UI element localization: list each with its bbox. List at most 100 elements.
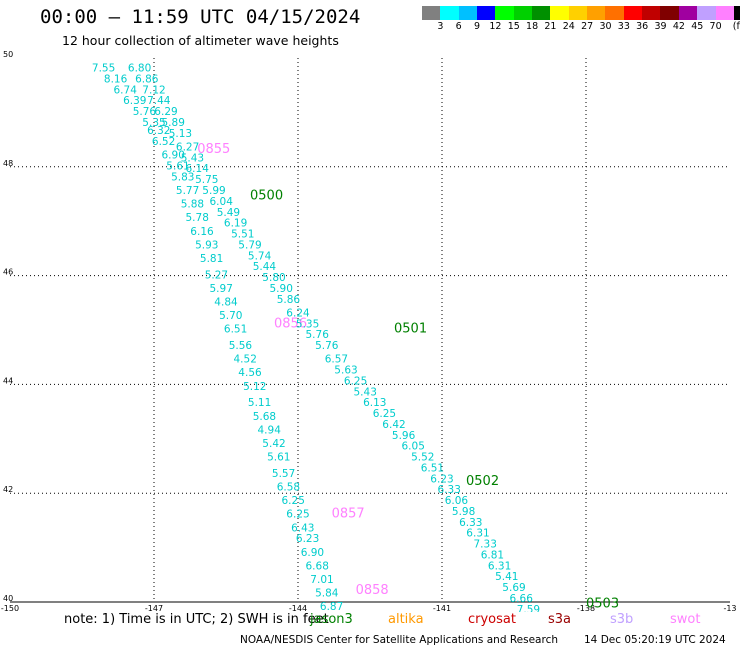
wave-height-point: 6.81 <box>481 549 504 561</box>
chart-title: 00:00 – 11:59 UTC 04/15/2024 <box>40 6 361 28</box>
satellite-s3b: s3b <box>610 612 634 627</box>
wave-height-point: 5.11 <box>248 397 271 409</box>
wave-height-point: 6.42 <box>382 419 405 431</box>
wave-height-point: 6.58 <box>277 481 300 493</box>
track-time-label: 0857 <box>332 507 365 522</box>
wave-height-point: 4.56 <box>238 367 262 379</box>
legend-swatch <box>678 6 698 20</box>
wave-height-point: 6.90 <box>301 547 324 559</box>
wave-height-point: 5.76 <box>306 329 330 341</box>
legend-label: 30 <box>599 21 612 32</box>
wave-height-point: 6.24 <box>286 307 310 319</box>
wave-height-point: 5.51 <box>231 229 254 241</box>
wave-height-point: 5.13 <box>169 128 192 140</box>
wave-height-point: 6.33 <box>459 517 482 529</box>
wave-height-point: 5.98 <box>452 506 475 518</box>
wave-height-point: 5.61 <box>267 452 290 464</box>
wave-height-point: 5.57 <box>272 468 295 480</box>
legend-swatch <box>715 6 734 20</box>
legend-swatch <box>642 6 661 20</box>
wave-height-point: 5.77 <box>176 185 199 197</box>
legend-label: 3 <box>437 21 444 32</box>
wave-height-point: 5.52 <box>411 452 434 464</box>
x-tick-label: -13 <box>723 604 736 612</box>
wave-height-point: 6.87 <box>320 601 343 612</box>
wave-height-point: 6.13 <box>363 397 386 409</box>
wave-height-point: 7.59 <box>517 604 540 612</box>
legend-swatch <box>697 6 716 20</box>
chart-subtitle: 12 hour collection of altimeter wave hei… <box>62 33 339 48</box>
x-tick-label: -147 <box>145 604 163 612</box>
legend-swatch <box>660 6 679 20</box>
wave-height-map: -150 -147 -144 -141 -138 -13 40 42 44 46 48 50 7.558… <box>1 50 737 612</box>
legend-label: (ft) <box>732 21 740 32</box>
legend-swatch <box>458 6 478 20</box>
wave-height-point: 6.68 <box>306 560 329 572</box>
legend-swatch <box>477 6 496 20</box>
track-time-label: 0501 <box>394 322 427 337</box>
y-tick-label: 50 <box>3 50 13 59</box>
wave-height-point: 7.33 <box>474 539 497 551</box>
wave-height-point: 5.88 <box>181 199 204 211</box>
wave-height-point: 5.89 <box>162 117 185 129</box>
wave-height-point: 5.63 <box>334 365 357 377</box>
legend-swatch <box>733 6 740 20</box>
wave-height-point: 6.80 <box>128 63 151 75</box>
wave-height-point: 5.97 <box>210 283 233 295</box>
wave-height-point: 6.57 <box>325 354 348 366</box>
wave-height-point: 5.81 <box>200 253 223 265</box>
x-tick-label: -138 <box>577 604 595 612</box>
satellite-legend: jason3 altika cryosat s3a s3b swot <box>0 612 740 630</box>
wave-height-point: 5.35 <box>142 117 165 129</box>
wave-height-point: 8.16 <box>104 73 128 85</box>
wave-height-point: 7.12 <box>142 84 165 96</box>
legend-swatch <box>587 6 606 20</box>
wave-height-point: 5.27 <box>205 269 228 281</box>
wave-height-point: 6.23 <box>430 473 453 485</box>
wave-height-point: 6.06 <box>445 495 469 507</box>
wave-height-point: 5.80 <box>262 272 285 284</box>
legend-label: 9 <box>474 21 481 32</box>
wave-height-point: 6.52 <box>152 136 175 148</box>
wave-height-point: 6.25 <box>282 495 305 507</box>
legend-swatch <box>440 6 459 20</box>
wave-height-point: 5.69 <box>502 582 525 594</box>
wave-height-point: 6.25 <box>286 509 309 521</box>
wave-height-point: 5.90 <box>270 283 293 295</box>
wave-height-point: 6.31 <box>466 528 489 540</box>
y-tick-label: 48 <box>3 159 13 168</box>
wave-height-point: 6.39 <box>123 95 146 107</box>
legend-label: 70 <box>709 21 722 32</box>
footnote: note: 1) Time is in UTC; 2) SWH is in fe… <box>64 612 329 627</box>
wave-height-point: 6.29 <box>154 106 177 118</box>
wave-height-point: 6.43 <box>291 522 314 534</box>
wave-height-point: 6.25 <box>344 375 367 387</box>
wave-height-point: 6.33 <box>438 484 461 496</box>
y-tick-label: 40 <box>3 594 13 603</box>
wave-height-point: 5.42 <box>262 438 285 450</box>
wave-height-point: 6.16 <box>190 226 214 238</box>
wave-height-point: 6.90 <box>162 150 185 162</box>
y-tick-label: 46 <box>3 268 13 277</box>
wave-height-point: 6.51 <box>224 324 247 336</box>
legend-label: 27 <box>581 21 594 32</box>
wave-height-point: 5.96 <box>392 430 416 442</box>
wave-height-point: 6.04 <box>210 196 234 208</box>
wave-height-point: 5.70 <box>219 310 242 322</box>
wave-height-point: 5.93 <box>195 239 218 251</box>
wave-height-point: 5.68 <box>253 411 276 423</box>
satellite-jason3: jason3 <box>310 612 353 627</box>
legend-label: 24 <box>562 21 575 32</box>
wave-height-point: 6.86 <box>135 73 159 85</box>
wave-height-point: 5.76 <box>133 106 157 118</box>
legend-label: 12 <box>489 21 502 32</box>
legend-label: 21 <box>544 21 557 32</box>
wave-height-point: 5.99 <box>202 185 225 197</box>
legend-label: 45 <box>691 21 704 32</box>
legend-label: 6 <box>455 21 462 32</box>
legend-swatch <box>550 6 569 20</box>
legend-label: 39 <box>654 21 667 32</box>
satellite-altika: altika <box>388 612 424 627</box>
wave-height-point: 6.74 <box>114 84 138 96</box>
wave-height-point: 6.31 <box>488 560 511 572</box>
